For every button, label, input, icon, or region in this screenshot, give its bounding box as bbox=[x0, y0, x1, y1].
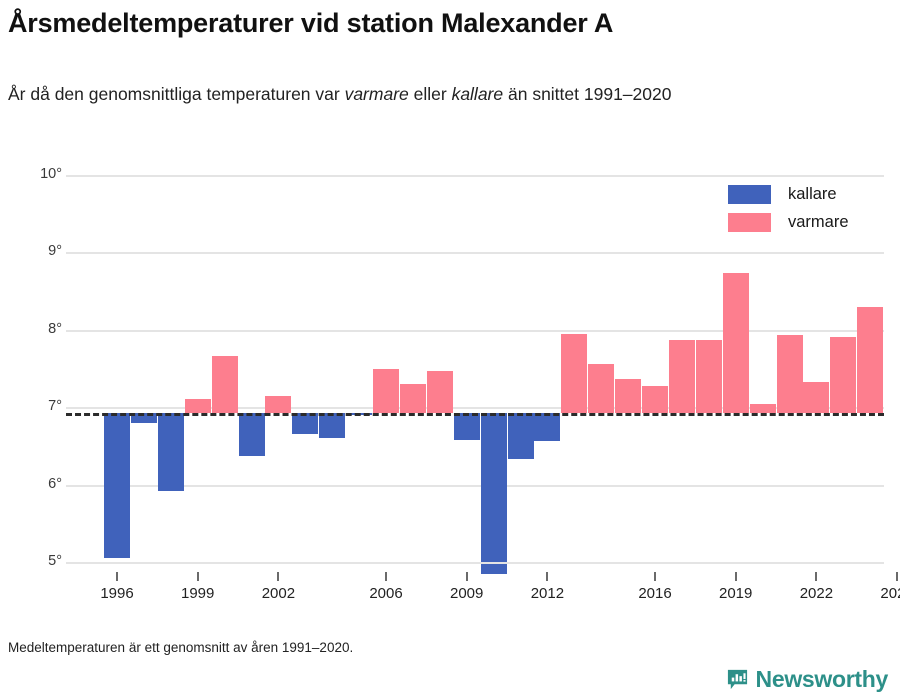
bar-2007[interactable] bbox=[399, 383, 426, 414]
bar-2013[interactable] bbox=[561, 334, 588, 414]
x-axis-tick-label: 2006 bbox=[369, 585, 403, 602]
gridline bbox=[66, 175, 884, 177]
x-axis-tick-label: 2002 bbox=[261, 585, 296, 602]
bar-2003[interactable] bbox=[292, 413, 319, 434]
x-axis-tick bbox=[385, 572, 387, 581]
subtitle-emphasis-kallare: kallare bbox=[451, 84, 504, 104]
bar-2001[interactable] bbox=[238, 413, 265, 456]
bar-2004[interactable] bbox=[319, 413, 346, 439]
bar-2023[interactable] bbox=[830, 336, 857, 414]
gridline bbox=[66, 252, 884, 255]
bar-2019[interactable] bbox=[722, 272, 749, 414]
chart-subtitle: År då den genomsnittliga temperaturen va… bbox=[8, 82, 878, 107]
bar-2015[interactable] bbox=[615, 379, 642, 414]
bar-1997[interactable] bbox=[130, 413, 157, 424]
chart-legend: kallare varmare bbox=[728, 185, 849, 241]
x-axis-tick bbox=[196, 572, 199, 581]
bar-2024[interactable] bbox=[857, 307, 884, 414]
legend-swatch-varmare bbox=[728, 213, 771, 232]
y-axis-tick-label: 10° bbox=[40, 166, 62, 182]
gridline bbox=[66, 484, 884, 487]
legend-item-varmare[interactable]: varmare bbox=[728, 213, 849, 232]
x-axis-tick-label: 2009 bbox=[450, 585, 484, 602]
bar-2017[interactable] bbox=[668, 339, 695, 414]
bar-2012[interactable] bbox=[534, 413, 561, 442]
bar-2009[interactable] bbox=[453, 413, 480, 440]
gridline bbox=[66, 329, 884, 332]
legend-swatch-kallare bbox=[728, 185, 771, 204]
subtitle-text-1: År då den genomsnittliga temperaturen va… bbox=[8, 84, 345, 104]
legend-label: kallare bbox=[788, 185, 837, 203]
x-axis-tick bbox=[465, 572, 468, 581]
bar-2010[interactable] bbox=[480, 413, 507, 575]
x-axis-tick-label: 1996 bbox=[100, 585, 134, 602]
bar-2020[interactable] bbox=[749, 404, 776, 414]
x-axis-tick bbox=[896, 572, 899, 581]
bar-2021[interactable] bbox=[776, 335, 803, 414]
brand-name: Newsworthy bbox=[755, 666, 889, 692]
x-axis-tick-label: 2012 bbox=[530, 585, 565, 602]
bar-2002[interactable] bbox=[265, 396, 292, 414]
x-axis-tick bbox=[277, 572, 280, 581]
y-axis-tick-label: 6° bbox=[48, 475, 62, 492]
y-axis-tick-label: 8° bbox=[48, 320, 62, 337]
page-title: Årsmedeltemperaturer vid station Malexan… bbox=[8, 8, 614, 38]
y-axis-tick-label: 9° bbox=[48, 243, 62, 260]
footnote: Medeltemperaturen är ett genomsnitt av å… bbox=[8, 640, 354, 655]
x-axis-tick bbox=[546, 572, 549, 581]
bar-chart-bubble-icon bbox=[727, 669, 747, 690]
x-axis-tick bbox=[815, 572, 818, 581]
bar-2018[interactable] bbox=[695, 339, 722, 414]
y-axis-tick-label: 7° bbox=[48, 398, 62, 415]
bar-2008[interactable] bbox=[426, 370, 453, 414]
legend-label: varmare bbox=[788, 213, 849, 231]
brand-logo: Newsworthy bbox=[726, 666, 888, 693]
x-axis-tick-label: 2016 bbox=[638, 585, 672, 602]
bar-2011[interactable] bbox=[507, 413, 534, 460]
x-axis-tick-label: 1999 bbox=[181, 585, 215, 602]
bar-1999[interactable] bbox=[184, 399, 211, 414]
bar-2006[interactable] bbox=[373, 369, 399, 414]
bar-1996[interactable] bbox=[104, 413, 130, 559]
y-axis-tick-label: 5° bbox=[48, 553, 62, 569]
bar-chart: 5° 6° 7° 8° 9° 10° 1996 1999 2002 2006 2009 2012 20… bbox=[0, 160, 900, 610]
subtitle-emphasis-varmare: varmare bbox=[344, 84, 409, 104]
subtitle-text-2: eller bbox=[408, 84, 452, 104]
x-axis-tick-label: 2022 bbox=[799, 585, 834, 602]
average-baseline bbox=[66, 413, 884, 417]
bar-2022[interactable] bbox=[803, 381, 830, 414]
legend-item-kallare[interactable]: kallare bbox=[728, 185, 849, 204]
bar-2000[interactable] bbox=[211, 356, 238, 414]
x-axis-tick bbox=[116, 572, 118, 581]
x-axis-tick bbox=[734, 572, 737, 581]
x-axis-tick-label: 2019 bbox=[719, 585, 753, 602]
gridline bbox=[66, 407, 884, 410]
subtitle-text-3: än snittet 1991–2020 bbox=[503, 84, 672, 104]
x-axis-tick-label: 2025 bbox=[880, 585, 900, 602]
bar-2014[interactable] bbox=[588, 363, 615, 414]
bar-1998[interactable] bbox=[157, 413, 184, 491]
bar-2016[interactable] bbox=[642, 386, 668, 414]
x-axis-line bbox=[66, 562, 884, 564]
x-axis-tick bbox=[654, 572, 656, 581]
